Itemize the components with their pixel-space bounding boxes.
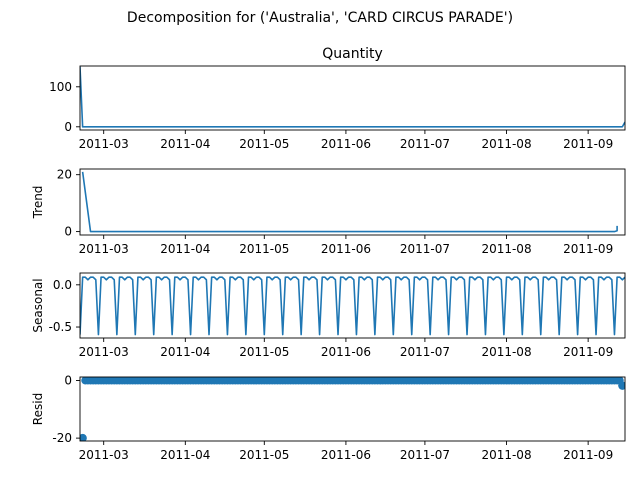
- y-tick-label: -20: [52, 431, 72, 445]
- panel-frame: [79, 65, 626, 131]
- y-axis-label: Seasonal: [31, 278, 45, 332]
- x-tick-label: 2011-07: [400, 448, 450, 462]
- panel-data: [80, 377, 625, 441]
- y-tick-label: 100: [49, 80, 72, 94]
- x-tick-label: 2011-05: [239, 137, 289, 151]
- x-tick-label: 2011-05: [239, 448, 289, 462]
- resid-outlier-point: [80, 433, 87, 441]
- x-tick-label: 2011-03: [79, 242, 129, 256]
- resid-outlier-point: [618, 381, 625, 390]
- panel-4: 2011-03 2011-04 2011-05 2011-06 2011-07 2011-…: [31, 373, 626, 462]
- x-tick-label: 2011-09: [563, 137, 613, 151]
- y-axis-label: Resid: [31, 393, 45, 425]
- panel-frame: [79, 376, 626, 442]
- panel-2: 2011-03 2011-04 2011-05 2011-06 2011-07 2011-…: [31, 168, 626, 256]
- x-tick-label: 2011-07: [400, 242, 450, 256]
- x-tick-label: 2011-03: [79, 345, 129, 359]
- x-tick-label: 2011-07: [400, 345, 450, 359]
- seasonal-line: [80, 276, 625, 336]
- x-tick-label: 2011-05: [239, 345, 289, 359]
- x-tick-label: 2011-05: [239, 242, 289, 256]
- panel-title: Quantity: [322, 46, 383, 62]
- y-tick-label: -0.5: [49, 320, 72, 334]
- panel-data: [80, 276, 625, 336]
- x-tick-label: 2011-03: [79, 448, 129, 462]
- x-tick-label: 2011-04: [160, 137, 210, 151]
- x-tick-label: 2011-04: [160, 448, 210, 462]
- panel-1: 2011-03 2011-04 2011-05 2011-06 2011-07 2011-…: [49, 46, 626, 151]
- panel-3: 2011-03 2011-04 2011-05 2011-06 2011-07 2011-…: [31, 272, 626, 359]
- series-line: [81, 171, 618, 233]
- panel-data: [81, 171, 618, 233]
- x-tick-label: 2011-08: [481, 345, 531, 359]
- y-tick-label: 0.0: [53, 278, 72, 292]
- x-tick-label: 2011-04: [160, 242, 210, 256]
- panel-data: [80, 66, 625, 128]
- x-tick-label: 2011-09: [563, 242, 613, 256]
- y-tick-label: 0: [64, 120, 72, 134]
- x-tick-label: 2011-06: [321, 345, 371, 359]
- y-axis-label: Trend: [31, 186, 45, 220]
- x-tick-label: 2011-04: [160, 345, 210, 359]
- x-tick-label: 2011-03: [79, 137, 129, 151]
- panels-group: 2011-03 2011-04 2011-05 2011-06 2011-07 2011-…: [31, 46, 626, 462]
- panel-frame: [79, 168, 626, 236]
- x-tick-label: 2011-08: [481, 242, 531, 256]
- x-tick-label: 2011-06: [321, 137, 371, 151]
- x-tick-label: 2011-06: [321, 242, 371, 256]
- panel-frame: [79, 272, 626, 339]
- x-tick-label: 2011-09: [563, 345, 613, 359]
- x-tick-label: 2011-08: [481, 448, 531, 462]
- x-tick-label: 2011-07: [400, 137, 450, 151]
- figure-suptitle: Decomposition for ('Australia', 'CARD CI…: [127, 10, 513, 26]
- y-tick-label: 0: [64, 373, 72, 387]
- x-tick-label: 2011-06: [321, 448, 371, 462]
- series-line: [80, 66, 625, 128]
- y-tick-label: 20: [57, 168, 72, 182]
- x-tick-label: 2011-08: [481, 137, 531, 151]
- y-tick-label: 0: [64, 225, 72, 239]
- x-tick-label: 2011-09: [563, 448, 613, 462]
